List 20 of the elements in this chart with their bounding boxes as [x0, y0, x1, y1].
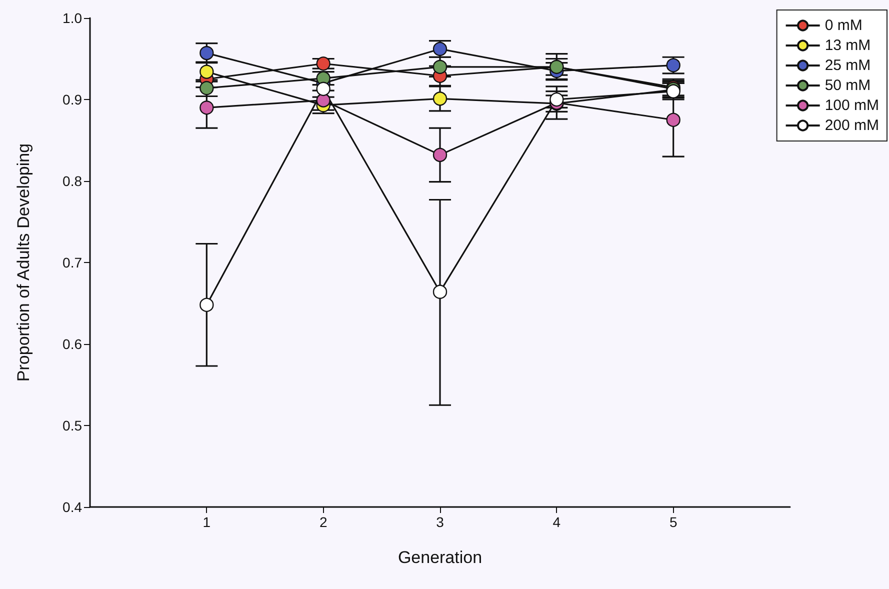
y-tick-label: 0.8: [62, 173, 82, 189]
x-tick-label: 2: [319, 514, 328, 530]
x-tick-label: 3: [436, 514, 444, 530]
y-tick-label: 1.0: [62, 10, 82, 26]
x-tick-label: 5: [669, 514, 678, 530]
y-axis-title: Proportion of Adults Developing: [14, 143, 33, 382]
legend-label: 50 mM: [824, 77, 871, 94]
legend-label: 100 mM: [824, 97, 880, 114]
y-tick-label: 0.6: [62, 336, 82, 352]
legend-label: 13 mM: [824, 37, 871, 54]
legend-label: 200 mM: [824, 117, 880, 134]
y-tick-label: 0.9: [62, 92, 82, 108]
y-tick-label: 0.4: [62, 499, 82, 515]
legend-label: 25 mM: [824, 57, 871, 74]
x-tick-label: 1: [202, 514, 211, 530]
y-tick-label: 0.7: [62, 254, 82, 270]
x-tick-label: 4: [552, 514, 561, 530]
y-tick-label: 0.5: [62, 418, 82, 434]
x-axis-title: Generation: [398, 548, 482, 567]
legend-label: 0 mM: [824, 17, 862, 34]
